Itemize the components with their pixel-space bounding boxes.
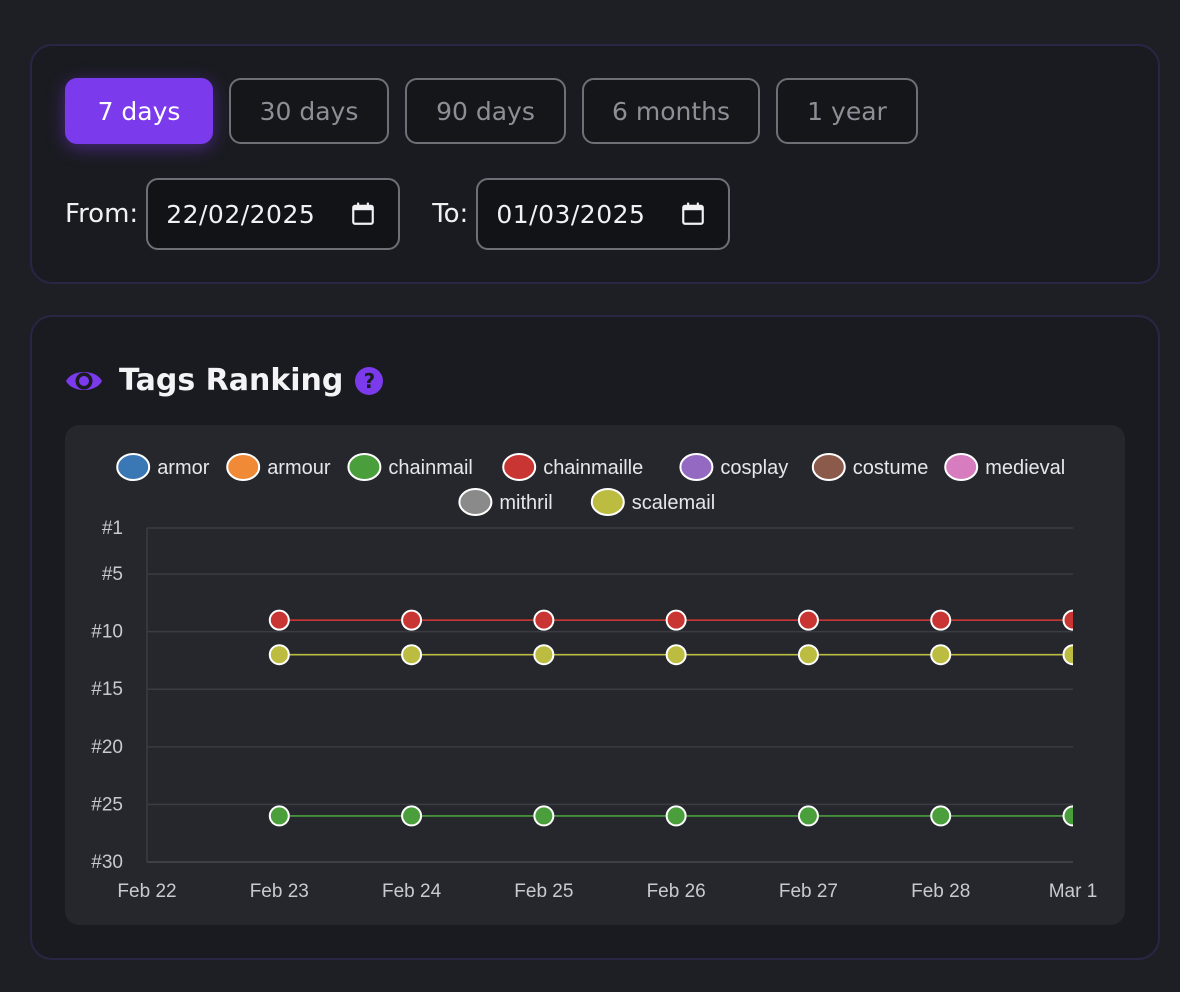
- legend-swatch-chainmail[interactable]: [347, 453, 382, 481]
- range-button-1-year[interactable]: 1 year: [776, 78, 918, 144]
- legend-label-mithril[interactable]: mithril: [499, 492, 552, 514]
- date-range-row: From: 22/02/2025 To: 01/03/2025: [65, 178, 731, 250]
- help-icon[interactable]: ?: [355, 366, 384, 395]
- calendar-icon[interactable]: [350, 201, 376, 227]
- data-point-chainmail[interactable]: [930, 805, 952, 827]
- y-tick-label: #25: [91, 794, 123, 815]
- data-point-chainmail[interactable]: [533, 805, 555, 827]
- data-point-chainmaille[interactable]: [665, 609, 687, 631]
- data-point-chainmaille[interactable]: [930, 609, 952, 631]
- y-tick-label: #15: [91, 679, 123, 700]
- data-point-scalemail[interactable]: [665, 644, 687, 666]
- ranking-chart: #1 #5 #10 #15 #20 #25 #30 Feb 22 Feb 23 Feb 24 Feb…: [65, 425, 1125, 925]
- from-date-value: 22/02/2025: [166, 199, 316, 229]
- y-tick-label: #20: [91, 737, 123, 758]
- x-tick-label: Feb 28: [911, 881, 970, 902]
- data-point-chainmail[interactable]: [1062, 805, 1083, 827]
- data-point-scalemail[interactable]: [1062, 644, 1083, 666]
- tags-ranking-panel: Tags Ranking ? #1 #5 #10 #15 #20 #25 #30 Feb 22…: [30, 315, 1160, 960]
- range-button-6-months[interactable]: 6 months: [582, 78, 760, 144]
- legend-swatch-costume[interactable]: [811, 453, 846, 481]
- to-date-input[interactable]: 01/03/2025: [476, 178, 731, 250]
- from-date-input[interactable]: 22/02/2025: [146, 178, 401, 250]
- range-button-group: 7 days 30 days 90 days 6 months 1 year: [65, 78, 918, 144]
- data-point-scalemail[interactable]: [268, 644, 290, 666]
- range-button-90-days[interactable]: 90 days: [405, 78, 566, 144]
- legend-label-armour[interactable]: armour: [267, 457, 331, 479]
- legend-swatch-armor[interactable]: [116, 453, 151, 481]
- data-point-chainmail[interactable]: [797, 805, 819, 827]
- date-range-panel: 7 days 30 days 90 days 6 months 1 year F…: [30, 44, 1160, 284]
- data-point-chainmail[interactable]: [401, 805, 423, 827]
- data-point-chainmaille[interactable]: [268, 609, 290, 631]
- y-tick-label: #30: [91, 852, 123, 873]
- range-button-7-days[interactable]: 7 days: [65, 78, 213, 144]
- ranking-title: Tags Ranking: [119, 363, 344, 398]
- data-point-scalemail[interactable]: [533, 644, 555, 666]
- legend-swatch-chainmaille[interactable]: [502, 453, 537, 481]
- legend-swatch-mithril[interactable]: [458, 488, 493, 516]
- y-tick-label: #1: [102, 518, 123, 539]
- x-tick-label: Feb 26: [647, 881, 706, 902]
- eye-icon: [66, 371, 102, 390]
- data-point-chainmail[interactable]: [268, 805, 290, 827]
- from-label: From:: [65, 199, 139, 229]
- legend-label-armor[interactable]: armor: [157, 457, 210, 479]
- y-tick-label: #10: [91, 622, 123, 643]
- data-point-chainmail[interactable]: [665, 805, 687, 827]
- x-tick-label: Feb 22: [117, 881, 176, 902]
- legend-swatch-cosplay[interactable]: [679, 453, 714, 481]
- legend-label-chainmail[interactable]: chainmail: [388, 457, 472, 479]
- legend-swatch-armour[interactable]: [226, 453, 261, 481]
- data-point-chainmaille[interactable]: [797, 609, 819, 631]
- data-point-chainmaille[interactable]: [533, 609, 555, 631]
- data-point-chainmaille[interactable]: [1062, 609, 1083, 631]
- legend-label-chainmaille[interactable]: chainmaille: [543, 457, 643, 479]
- range-button-30-days[interactable]: 30 days: [229, 78, 389, 144]
- y-tick-label: #5: [102, 564, 123, 585]
- x-tick-label: Feb 24: [382, 881, 442, 902]
- to-label: To:: [432, 199, 469, 229]
- data-point-scalemail[interactable]: [930, 644, 952, 666]
- ranking-chart-svg: #1 #5 #10 #15 #20 #25 #30 Feb 22 Feb 23 Feb 24 Feb…: [91, 453, 1098, 902]
- calendar-icon[interactable]: [680, 201, 706, 227]
- data-point-chainmaille[interactable]: [401, 609, 423, 631]
- x-tick-label: Feb 23: [250, 881, 309, 902]
- legend-label-cosplay[interactable]: cosplay: [720, 457, 788, 479]
- legend-swatch-scalemail[interactable]: [590, 488, 625, 516]
- x-tick-label: Feb 27: [779, 881, 838, 902]
- legend-label-medieval[interactable]: medieval: [985, 457, 1065, 479]
- data-point-scalemail[interactable]: [797, 644, 819, 666]
- data-point-scalemail[interactable]: [401, 644, 423, 666]
- legend-label-scalemail[interactable]: scalemail: [632, 492, 715, 514]
- ranking-header: Tags Ranking ?: [65, 363, 384, 398]
- legend-label-costume[interactable]: costume: [853, 457, 929, 479]
- legend-swatch-medieval[interactable]: [944, 453, 979, 481]
- series-group: [268, 609, 1083, 827]
- x-tick-label: Mar 1: [1049, 881, 1098, 902]
- x-tick-label: Feb 25: [514, 881, 573, 902]
- to-date-value: 01/03/2025: [496, 199, 646, 229]
